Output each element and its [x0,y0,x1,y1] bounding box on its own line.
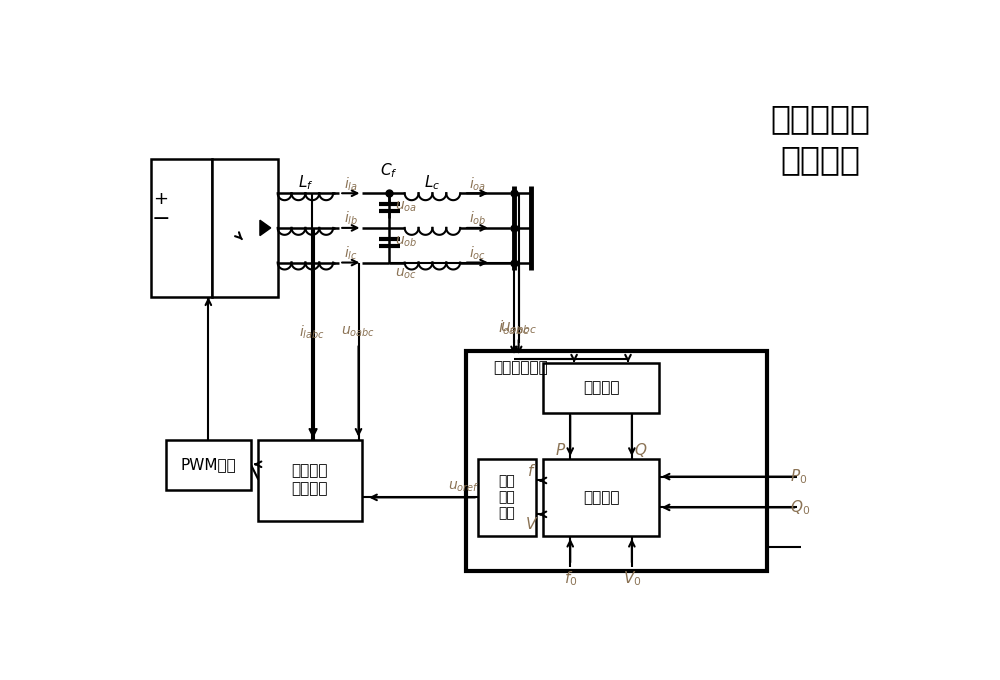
Text: $i_{labc}$: $i_{labc}$ [299,323,325,341]
Text: $f_0$: $f_0$ [564,569,577,588]
Text: $i_{lb}$: $i_{lb}$ [344,210,358,227]
Text: $L_c$: $L_c$ [424,173,441,192]
Text: $C_f$: $C_f$ [380,160,398,180]
Text: $i_{oa}$: $i_{oa}$ [469,175,486,192]
Text: $u_{ob}$: $u_{ob}$ [395,235,417,249]
Text: $i_{lc}$: $i_{lc}$ [344,245,358,262]
Text: 并联逆变器
系统母线: 并联逆变器 系统母线 [770,103,870,176]
Text: $f$: $f$ [527,463,536,479]
Text: 下重方程: 下重方程 [583,490,619,505]
Bar [466,351,767,571]
Text: 电压电流
双环控制: 电压电流 双环控制 [292,464,328,496]
Text: $i_{oc}$: $i_{oc}$ [469,245,486,262]
Text: $Q_0$: $Q_0$ [790,498,810,517]
Bar [151,158,212,297]
Text: $V$: $V$ [525,516,538,532]
Text: $u_{oc}$: $u_{oc}$ [395,266,417,281]
Text: $P_0$: $P_0$ [790,467,807,486]
Text: −: − [151,209,170,228]
Text: $\it{i}_{oabc}$: $\it{i}_{oabc}$ [498,319,530,337]
Text: $u_{oref}$: $u_{oref}$ [448,479,480,494]
Text: $V_0$: $V_0$ [623,569,641,588]
Bar [543,459,659,536]
Text: $i_{la}$: $i_{la}$ [344,175,358,192]
Text: 功率计算: 功率计算 [583,380,619,395]
Bar [258,440,362,520]
Bar [543,362,659,413]
Text: $i_{ob}$: $i_{ob}$ [469,210,487,227]
Text: $u_{oabc}$: $u_{oabc}$ [341,324,376,339]
Bar [166,440,251,490]
Text: 参考
电压
生成: 参考 电压 生成 [498,474,515,521]
Text: +: + [153,190,168,207]
Text: $Q$: $Q$ [634,441,648,459]
Text: $u_{oabc}$: $u_{oabc}$ [500,320,537,336]
Text: $P$: $P$ [555,442,567,458]
Text: $L_f$: $L_f$ [298,173,313,192]
Text: $u_{oa}$: $u_{oa}$ [395,200,417,214]
Bar [478,459,536,536]
Text: PWM驱动: PWM驱动 [180,457,236,472]
Text: 功率环控制器: 功率环控制器 [493,360,548,375]
Bar [212,158,278,297]
Polygon shape [260,220,271,235]
